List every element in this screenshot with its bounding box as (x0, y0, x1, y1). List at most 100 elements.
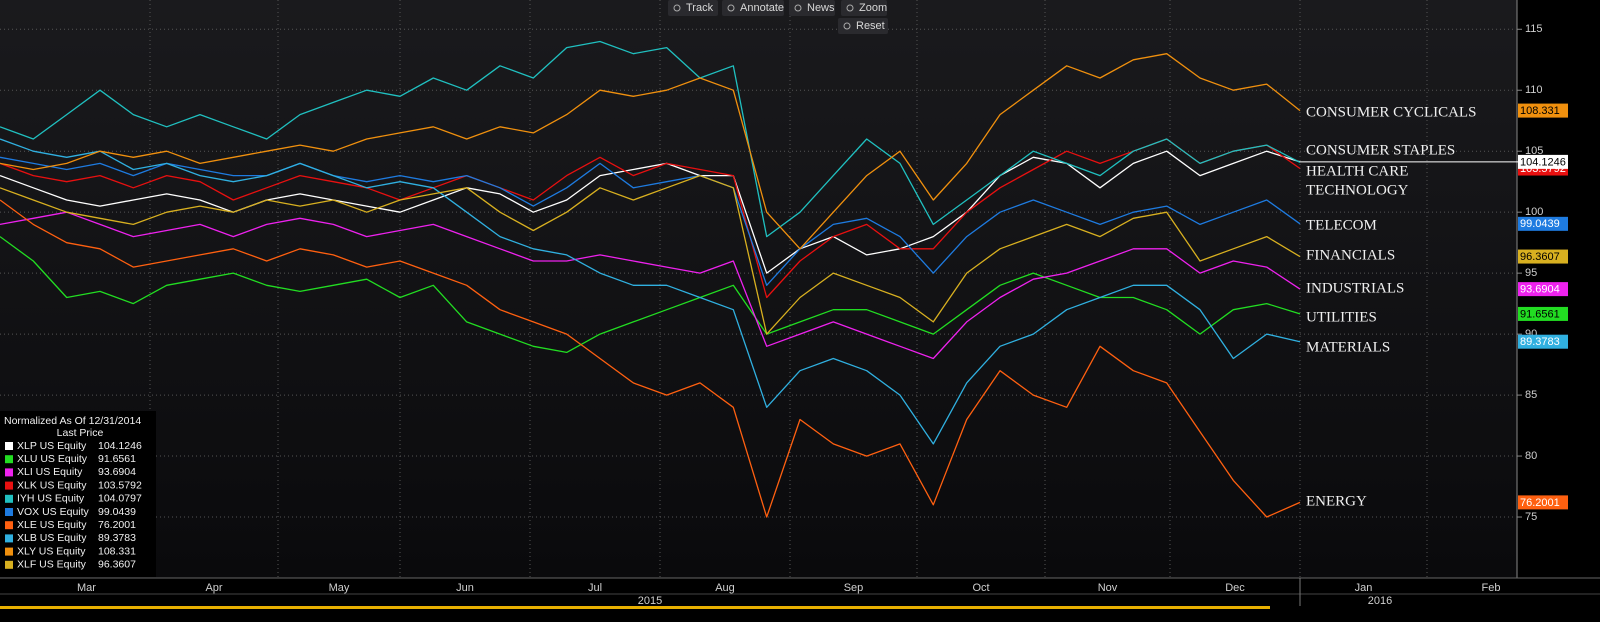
x-tick-label: Dec (1225, 582, 1245, 594)
toolbar-label[interactable]: News (807, 2, 835, 14)
legend-name: XLU US Equity (17, 453, 88, 465)
sector-label: FINANCIALS (1306, 247, 1395, 263)
legend-swatch (5, 481, 13, 490)
legend-box (0, 411, 156, 577)
y-tick-label: 80 (1525, 450, 1537, 462)
series-line (0, 156, 1301, 286)
series-line (0, 53, 1301, 250)
sector-label: CONSUMER STAPLES (1306, 142, 1455, 158)
toolbar-label[interactable]: Annotate (740, 2, 784, 14)
y-tick-label: 100 (1525, 206, 1543, 218)
series-line (0, 138, 1301, 445)
x-tick-label: Jul (588, 582, 602, 594)
value-tag (1518, 495, 1568, 510)
year-label: 2015 (638, 595, 662, 607)
value-tag-label: 91.6561 (1520, 308, 1560, 320)
legend-swatch (5, 494, 13, 503)
value-tag-label: 96.3607 (1520, 251, 1560, 263)
series-line (0, 40, 1301, 238)
value-tag-label: 104.1246 (1520, 156, 1566, 168)
legend-swatch (5, 560, 13, 569)
legend-swatch (5, 534, 13, 543)
y-tick-label: 110 (1525, 84, 1543, 96)
legend-swatch (5, 521, 13, 530)
legend-value: 104.0797 (98, 493, 142, 505)
x-tick-label: Jun (456, 582, 474, 594)
x-tick-label: Mar (77, 582, 96, 594)
value-tag (1518, 282, 1568, 297)
value-tag (1518, 216, 1568, 231)
year-label: 2016 (1368, 595, 1392, 607)
lines (0, 40, 1301, 518)
value-tag-label: 89.3783 (1520, 336, 1560, 348)
legend-value: 91.6561 (98, 453, 136, 465)
y-tick-label: 115 (1525, 23, 1543, 35)
series-line (0, 150, 1301, 274)
legend-value: 103.5792 (98, 479, 142, 491)
series-line (0, 138, 1301, 299)
x-tick-label: Feb (1482, 582, 1501, 594)
legend-title: Normalized As Of 12/31/2014 (4, 415, 141, 427)
toolbar-icon (673, 4, 681, 12)
sector-label: TECHNOLOGY (1306, 182, 1409, 198)
legend-value: 89.3783 (98, 532, 136, 544)
legend-swatch (5, 442, 13, 450)
legend-swatch (5, 508, 13, 516)
toolbar-button[interactable] (841, 0, 887, 16)
sector-label: TELECOM (1306, 217, 1377, 233)
plot-area (0, 0, 1517, 578)
x-tick-label: Oct (972, 582, 989, 594)
legend-subtitle: Last Price (57, 427, 104, 439)
sector-label: HEALTH CARE (1306, 163, 1408, 179)
y-tick-label: 85 (1525, 389, 1537, 401)
toolbar-button[interactable] (838, 18, 888, 34)
toolbar-icon (794, 4, 802, 12)
legend-name: XLP US Equity (17, 440, 87, 452)
series-line (0, 174, 1301, 335)
sector-label: MATERIALS (1306, 339, 1390, 355)
legend-value: 99.0439 (98, 506, 136, 518)
series-line (0, 211, 1301, 360)
sector-label: INDUSTRIALS (1306, 280, 1404, 296)
value-tag-label: 93.6904 (1520, 284, 1560, 296)
value-tag (1518, 154, 1568, 169)
toolbar-button[interactable] (668, 0, 718, 16)
value-tag (1518, 249, 1568, 264)
y-tick-label: 105 (1525, 145, 1543, 157)
legend-name: XLK US Equity (17, 479, 87, 491)
toolbar-label[interactable]: Track (686, 2, 714, 14)
sector-label: UTILITIES (1306, 309, 1377, 325)
toolbar-button[interactable] (722, 0, 784, 16)
toolbar-icon (846, 4, 854, 12)
legend-name: XLB US Equity (17, 532, 87, 544)
legend-name: XLE US Equity (17, 519, 87, 531)
sector-label: CONSUMER CYCLICALS (1306, 104, 1476, 120)
legend-value: 108.331 (98, 545, 136, 557)
value-tag (1518, 103, 1568, 118)
legend-swatch (5, 455, 13, 464)
legend-name: XLY US Equity (17, 545, 86, 557)
toolbar-label[interactable]: Reset (856, 20, 885, 32)
legend-name: IYH US Equity (17, 493, 85, 505)
y-tick-label: 75 (1525, 511, 1537, 523)
grid (0, 0, 1522, 606)
legend-value: 93.6904 (98, 466, 136, 478)
x-tick-label: May (329, 582, 350, 594)
x-tick-label: Apr (205, 582, 222, 594)
legend-value: 76.2001 (98, 519, 136, 531)
toolbar-icon (843, 22, 851, 30)
legend-value: 96.3607 (98, 559, 136, 571)
toolbar-label[interactable]: Zoom (859, 2, 887, 14)
toolbar-button[interactable] (789, 0, 835, 16)
legend-name: VOX US Equity (17, 506, 90, 518)
x-tick-label: Aug (715, 582, 735, 594)
legend-swatch (5, 468, 13, 477)
x-tick-label: Jan (1355, 582, 1373, 594)
range-bar (0, 606, 1270, 609)
y-tick-label: 95 (1525, 267, 1537, 279)
legend-name: XLI US Equity (17, 466, 83, 478)
value-tag-label: 99.0439 (1520, 218, 1560, 230)
value-tag-label: 76.2001 (1520, 497, 1560, 509)
